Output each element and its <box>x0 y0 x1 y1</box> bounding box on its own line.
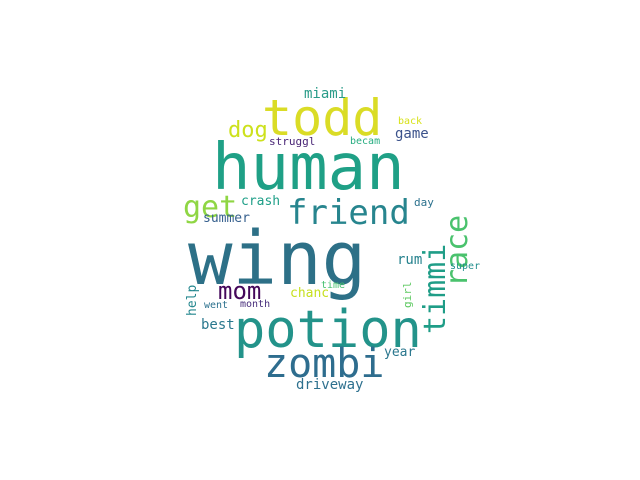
word-miami: miami <box>304 86 347 102</box>
word-crash: crash <box>241 194 281 209</box>
word-game: game <box>395 126 429 142</box>
word-best: best <box>201 317 235 333</box>
word-help: help <box>185 284 200 316</box>
word-summer: summer <box>203 211 250 226</box>
word-year: year <box>384 345 416 360</box>
word-back: back <box>398 116 423 127</box>
word-day: day <box>414 196 434 209</box>
word-driveway: driveway <box>296 377 364 393</box>
word-mom: mom <box>218 277 262 305</box>
word-todd: todd <box>262 89 383 147</box>
word-girl: girl <box>401 281 414 309</box>
word-friend: friend <box>287 193 410 233</box>
word-dog: dog <box>228 118 268 143</box>
word-rum: rum <box>397 252 423 268</box>
word-month: month <box>240 299 271 310</box>
word-becam: becam <box>350 136 381 147</box>
word-went: went <box>204 300 229 311</box>
word-chanc: chanc <box>290 286 330 301</box>
word-time: time <box>321 280 346 291</box>
word-super: super <box>450 261 481 272</box>
word-human: human <box>212 131 405 205</box>
word-potion: potion <box>234 300 422 360</box>
word-wing: wing <box>188 216 367 302</box>
word-struggl: struggl <box>269 135 316 148</box>
word-timmi: timmi <box>418 243 453 334</box>
word-get: get <box>183 190 238 225</box>
word-zombi: zombi <box>264 341 385 387</box>
